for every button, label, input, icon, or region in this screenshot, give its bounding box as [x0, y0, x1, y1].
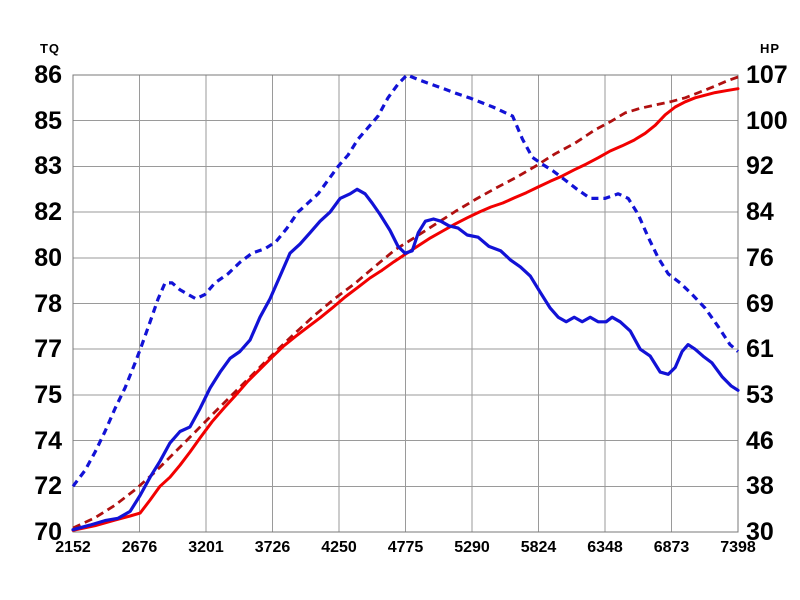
y-tick-label-left: 74: [34, 426, 62, 455]
y-tick-label-right: 84: [746, 198, 774, 227]
curve-hp-solid: [71, 87, 740, 532]
y-tick-label-right: 69: [746, 289, 774, 318]
x-tick-label: 2152: [55, 539, 91, 556]
x-tick-label: 5290: [454, 539, 490, 556]
y-tick-label-left: 70: [34, 518, 62, 546]
y-tick-label-right: 46: [746, 426, 774, 455]
y-tick-label-right: 38: [746, 472, 774, 501]
x-tick-label: 3726: [254, 539, 291, 556]
x-tick-label: 2676: [121, 539, 158, 556]
x-tick-label: 5824: [520, 539, 557, 556]
y-tick-label-right: 76: [746, 243, 774, 272]
y-tick-label-left: 72: [34, 472, 62, 501]
x-tick-label: 6873: [653, 539, 690, 556]
y-tick-label-right: 30: [746, 518, 774, 546]
y-tick-label-left: 82: [34, 198, 62, 227]
y-tick-label-left: 83: [34, 152, 62, 181]
plot-border: [72, 74, 739, 533]
y-tick-label-left: 75: [34, 380, 62, 409]
y-tick-label-left: 80: [34, 243, 62, 272]
y-tick-label-left: 86: [34, 61, 62, 89]
y-tick-label-left: 77: [34, 335, 62, 364]
curve-hp-dashed: [72, 75, 739, 530]
right-axis-title: HP: [759, 41, 781, 56]
curve-tq-dashed: [71, 73, 740, 488]
y-tick-label-right: 107: [746, 61, 788, 89]
y-tick-label-left: 78: [34, 289, 62, 318]
x-tick-label: 4250: [321, 539, 357, 556]
y-tick-label-right: 53: [746, 380, 774, 409]
x-tick-label: 4775: [387, 539, 424, 556]
y-tick-label-right: 61: [746, 335, 774, 364]
y-tick-label-right: 100: [746, 106, 788, 135]
left-axis-title: TQ: [39, 41, 60, 56]
x-tick-label: 7398: [720, 539, 756, 556]
x-tick-label: 6348: [587, 539, 623, 556]
x-tick-label: 3201: [188, 539, 224, 556]
y-tick-label-left: 85: [34, 106, 62, 135]
y-tick-label-right: 92: [746, 152, 774, 181]
curve-tq-solid: [71, 187, 740, 532]
